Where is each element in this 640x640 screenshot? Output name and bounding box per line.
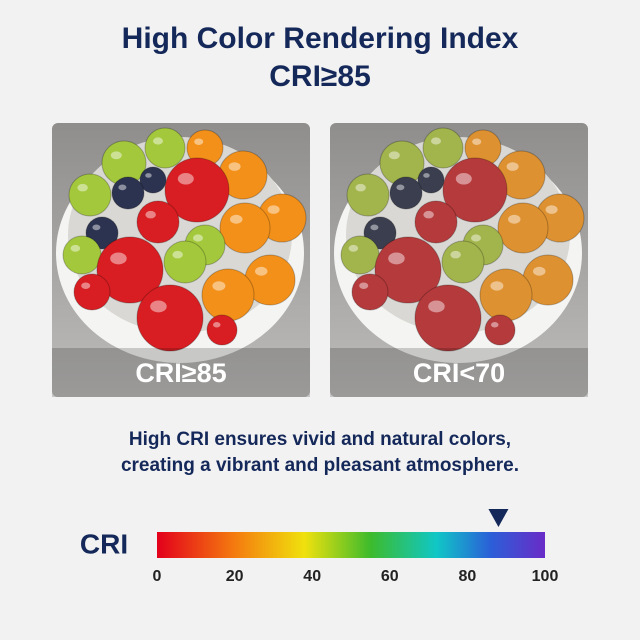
fruit <box>136 200 180 244</box>
fruit <box>73 273 111 311</box>
label-shade <box>52 348 310 397</box>
fruit-highlight <box>388 252 405 265</box>
fruit-highlight <box>213 322 221 328</box>
caption-line: creating a vibrant and pleasant atmosphe… <box>121 455 519 476</box>
fruit-highlight <box>118 184 127 191</box>
fruit-highlight <box>472 138 482 145</box>
spectrum-bar <box>157 532 545 558</box>
title-line: High Color Rendering Index <box>122 22 519 55</box>
fruit-highlight <box>267 205 280 214</box>
fruit-highlight <box>506 162 519 171</box>
fruit <box>340 235 380 275</box>
label-shade <box>330 348 588 397</box>
fruit-highlight <box>508 214 521 224</box>
title-line: CRI≥85 <box>269 60 371 93</box>
fruit-highlight <box>491 322 499 328</box>
fruit-highlight <box>172 250 183 259</box>
fruit <box>201 268 255 322</box>
fruit <box>351 273 389 311</box>
fruit <box>414 200 458 244</box>
fruit <box>144 127 186 169</box>
tick-label: 100 <box>532 568 559 585</box>
fruit-highlight <box>145 173 152 178</box>
fruit-highlight <box>145 210 156 219</box>
fruit <box>389 176 423 210</box>
fruit-highlight <box>110 151 122 160</box>
fruit-highlight <box>81 282 91 289</box>
fruit-highlight <box>455 173 472 185</box>
fruit <box>139 166 167 194</box>
fruit-highlight <box>150 300 167 313</box>
fruit-highlight <box>388 151 400 160</box>
fruit-highlight <box>92 224 101 231</box>
fruit-highlight <box>255 266 268 276</box>
tick-label: 40 <box>303 568 321 585</box>
fruit <box>441 240 485 284</box>
fruit <box>374 236 442 304</box>
fruit-highlight <box>370 224 379 231</box>
fruit <box>111 176 145 210</box>
fruit-highlight <box>423 173 430 178</box>
fruit-highlight <box>193 234 203 242</box>
fruit <box>62 235 102 275</box>
cri-scale: 0 20 40 60 80 100 <box>153 509 559 585</box>
fruit-highlight <box>70 244 81 252</box>
fruit-highlight <box>428 300 445 313</box>
fruit <box>414 284 482 352</box>
fruit-highlight <box>359 282 369 289</box>
fruit-highlight <box>423 210 434 219</box>
tick-label: 60 <box>381 568 399 585</box>
fruit <box>346 173 390 217</box>
fruit <box>96 236 164 304</box>
fruit-highlight <box>471 234 481 242</box>
fruit-highlight <box>228 162 241 171</box>
fruit <box>442 157 508 223</box>
panel-label: CRI≥85 <box>135 358 226 388</box>
fruit <box>422 127 464 169</box>
fruit-highlight <box>490 281 504 291</box>
fruit <box>219 202 271 254</box>
scale-label: CRI <box>80 528 128 559</box>
tick-label: 80 <box>459 568 477 585</box>
panel-label: CRI<70 <box>413 358 505 388</box>
fruit-highlight <box>545 205 558 214</box>
fruit <box>163 240 207 284</box>
fruit-highlight <box>431 137 441 145</box>
fruit-highlight <box>450 250 461 259</box>
caption-line: High CRI ensures vivid and natural color… <box>129 429 511 450</box>
fruit-highlight <box>110 252 127 265</box>
fruit <box>479 268 533 322</box>
photo-panel: CRI<70 <box>330 123 588 397</box>
fruit-highlight <box>355 183 366 192</box>
fruit <box>484 314 516 346</box>
fruit <box>206 314 238 346</box>
fruit-highlight <box>533 266 546 276</box>
fruit-highlight <box>177 173 194 185</box>
fruit <box>497 202 549 254</box>
fruit-highlight <box>396 184 405 191</box>
fruit <box>417 166 445 194</box>
fruit-highlight <box>348 244 359 252</box>
fruit <box>136 284 204 352</box>
tick-label: 0 <box>153 568 162 585</box>
fruit <box>164 157 230 223</box>
fruit-highlight <box>212 281 226 291</box>
fruit-highlight <box>153 137 163 145</box>
tick-label: 20 <box>226 568 244 585</box>
fruit-highlight <box>194 138 204 145</box>
fruit-highlight <box>230 214 243 224</box>
cri-marker <box>488 509 509 527</box>
fruit-highlight <box>77 183 88 192</box>
photo-panel: CRI≥85 <box>52 123 310 397</box>
fruit <box>68 173 112 217</box>
